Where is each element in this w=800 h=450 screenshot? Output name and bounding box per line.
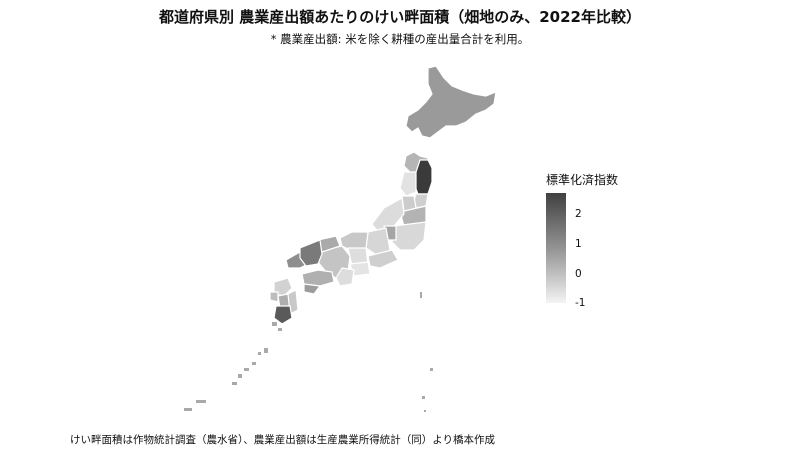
region-kagoshima bbox=[273, 305, 293, 325]
region-kanto bbox=[391, 221, 427, 251]
chart-subtitle: * 農業産出額: 米を除く耕種の産出量合計を利用。 bbox=[270, 32, 530, 46]
source-caption: けい畔面積は作物統計調査（農水省）、農業産出額は生産農業所得統計（同）より橋本作… bbox=[70, 434, 496, 446]
legend-tick-label: 2 bbox=[575, 208, 582, 220]
region-chugoku-east bbox=[299, 239, 323, 267]
region-hokuriku bbox=[339, 231, 369, 251]
legend-tick bbox=[566, 274, 570, 275]
legend-tick bbox=[566, 244, 570, 245]
region-shizuoka bbox=[367, 249, 399, 269]
region-hokkaido bbox=[405, 65, 497, 139]
legend-color-bar bbox=[546, 193, 566, 303]
legend-tick-label: 1 bbox=[575, 238, 582, 250]
legend-tick-label: 0 bbox=[575, 268, 582, 280]
japan-choropleth-map bbox=[184, 65, 497, 412]
islands bbox=[184, 292, 433, 412]
region-shikoku bbox=[301, 269, 335, 287]
legend-tick bbox=[566, 303, 570, 304]
legend-tick bbox=[566, 214, 570, 215]
region-kochi bbox=[303, 283, 321, 295]
region-mie bbox=[335, 267, 355, 287]
legend-title: 標準化済指数 bbox=[546, 173, 619, 187]
legend-tick-label: -1 bbox=[575, 297, 586, 309]
chart-title: 都道府県別 農業産出額あたりのけい畔面積（畑地のみ、2022年比較） bbox=[159, 8, 641, 26]
region-nagasaki bbox=[269, 291, 279, 303]
region-akita bbox=[399, 171, 417, 197]
